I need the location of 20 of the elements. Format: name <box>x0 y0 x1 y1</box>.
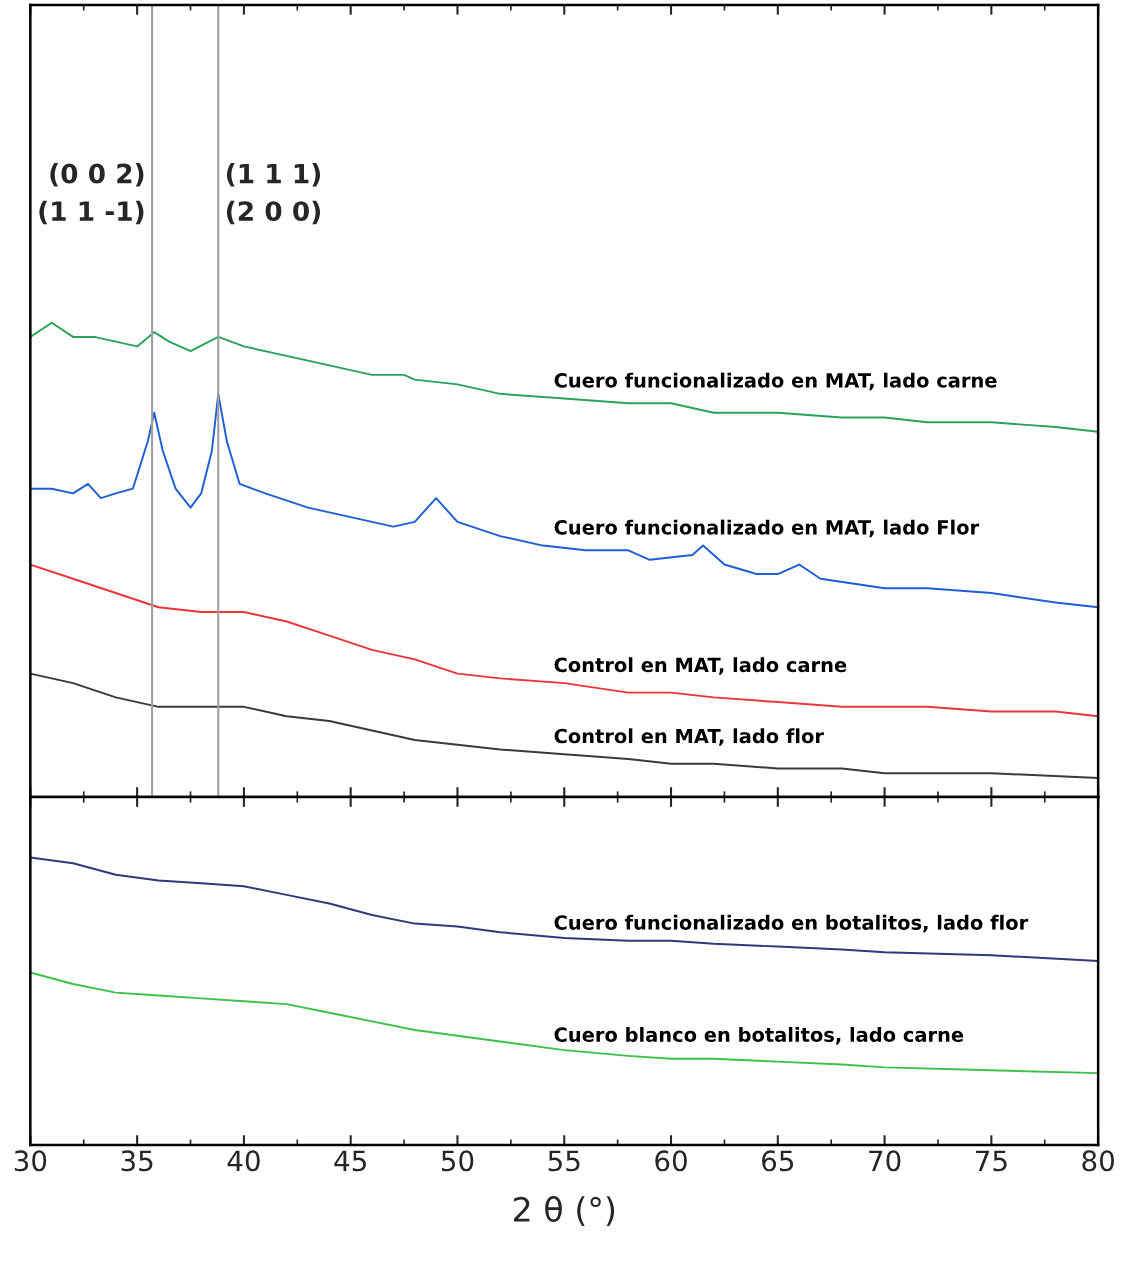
x-tick-label: 65 <box>762 1150 794 1172</box>
x-tick-label: 40 <box>227 1150 260 1172</box>
x-axis-title: 2 θ (°) <box>513 1195 615 1226</box>
x-tick-label: 60 <box>655 1150 687 1172</box>
x-tick-label: 55 <box>548 1150 580 1172</box>
series-label: Control en MAT, lado carne <box>554 657 847 675</box>
x-tick-label: 30 <box>14 1150 47 1172</box>
x-tick-label: 70 <box>869 1150 901 1172</box>
series-label: Cuero funcionalizado en MAT, lado Flor <box>554 519 980 538</box>
x-tick-label: 75 <box>975 1150 1007 1172</box>
series-label: Cuero blanco en botalitos, lado carne <box>554 1026 964 1045</box>
x-tick-label: 80 <box>1082 1150 1114 1172</box>
x-tick-label: 50 <box>441 1150 474 1172</box>
series-label: Cuero funcionalizado en botalitos, lado flor <box>554 914 1029 933</box>
series-label: Cuero funcionalizado en MAT, lado carne <box>554 372 997 391</box>
text: (1 1 1) (2 0 0) <box>226 163 320 225</box>
text: (0 0 2) (1 1 -1) <box>39 163 144 225</box>
x-tick-label: 35 <box>121 1150 153 1172</box>
series-label: Control en MAT, lado flor <box>554 728 824 746</box>
x-tick-label: 45 <box>334 1150 366 1172</box>
